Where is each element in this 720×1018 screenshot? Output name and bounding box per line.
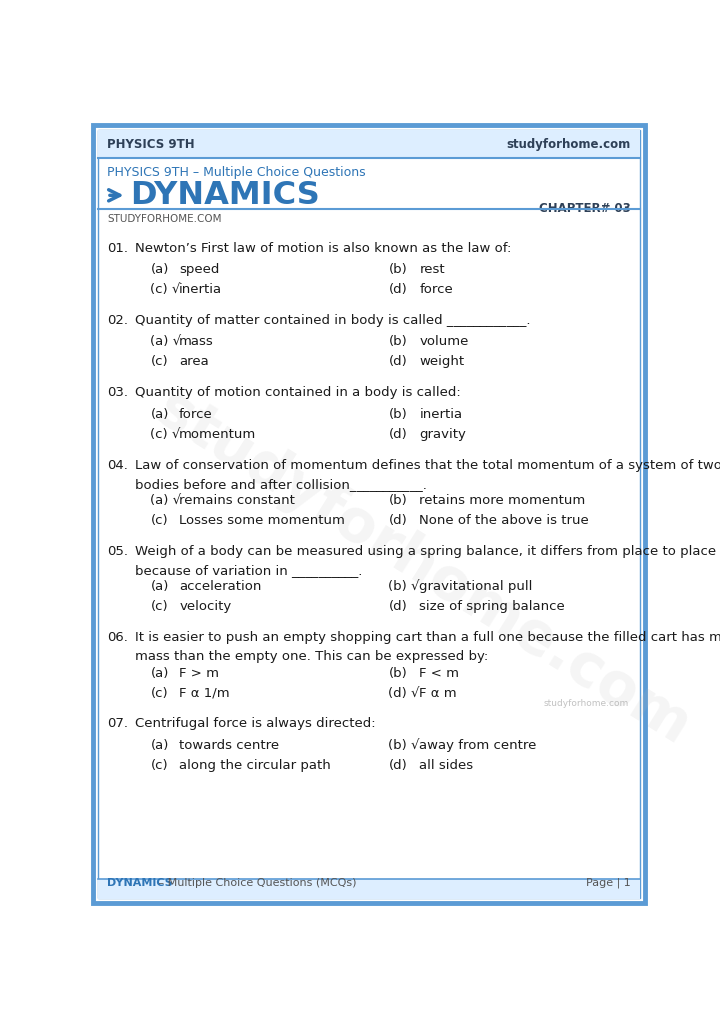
Text: (b) √: (b) √ — [388, 739, 420, 752]
Text: DYNAMICS: DYNAMICS — [130, 180, 320, 211]
Text: (b): (b) — [388, 263, 407, 276]
Text: (d): (d) — [388, 428, 407, 441]
Text: studyforhome.com: studyforhome.com — [544, 699, 629, 708]
Text: Law of conservation of momentum defines that the total momentum of a system of t: Law of conservation of momentum defines … — [135, 459, 720, 491]
Text: 06.: 06. — [107, 631, 128, 644]
Text: gravitational pull: gravitational pull — [419, 580, 533, 593]
Text: 01.: 01. — [107, 241, 128, 254]
Text: velocity: velocity — [179, 601, 231, 613]
Text: (d): (d) — [388, 514, 407, 527]
Text: retains more momentum: retains more momentum — [419, 494, 585, 507]
Text: (a): (a) — [150, 408, 168, 420]
Text: acceleration: acceleration — [179, 580, 261, 593]
Text: (c) √: (c) √ — [150, 428, 181, 441]
Text: size of spring balance: size of spring balance — [419, 601, 565, 613]
Text: PHYSICS 9TH: PHYSICS 9TH — [107, 138, 194, 151]
Text: momentum: momentum — [179, 428, 256, 441]
Text: (c): (c) — [150, 601, 168, 613]
Bar — [98, 130, 640, 159]
Text: (b): (b) — [388, 667, 407, 680]
Text: mass: mass — [179, 336, 214, 348]
Text: (a) √: (a) √ — [150, 494, 181, 507]
Text: weight: weight — [419, 355, 464, 369]
Text: volume: volume — [419, 336, 469, 348]
Text: rest: rest — [419, 263, 445, 276]
Text: (c): (c) — [150, 759, 168, 772]
Text: (c): (c) — [150, 686, 168, 699]
Text: Weigh of a body can be measured using a spring balance, it differs from place to: Weigh of a body can be measured using a … — [135, 545, 716, 577]
FancyBboxPatch shape — [98, 130, 640, 898]
Text: DYNAMICS: DYNAMICS — [107, 878, 173, 888]
Text: inertia: inertia — [419, 408, 462, 420]
Text: (a) √: (a) √ — [150, 336, 181, 348]
Text: (b): (b) — [388, 408, 407, 420]
Text: 03.: 03. — [107, 386, 128, 399]
Text: F > m: F > m — [179, 667, 219, 680]
Text: Centrifugal force is always directed:: Centrifugal force is always directed: — [135, 718, 376, 730]
Text: (a): (a) — [150, 580, 168, 593]
Text: inertia: inertia — [179, 283, 222, 296]
Text: None of the above is true: None of the above is true — [419, 514, 589, 527]
Text: (d): (d) — [388, 601, 407, 613]
Bar — [98, 880, 640, 899]
Text: studyforhome.com: studyforhome.com — [146, 381, 701, 756]
Text: Quantity of matter contained in body is called ____________.: Quantity of matter contained in body is … — [135, 314, 531, 327]
Text: remains constant: remains constant — [179, 494, 295, 507]
Text: towards centre: towards centre — [179, 739, 279, 752]
Text: F α m: F α m — [419, 686, 457, 699]
Text: speed: speed — [179, 263, 220, 276]
Text: It is easier to push an empty shopping cart than a full one because the filled c: It is easier to push an empty shopping c… — [135, 631, 720, 663]
Text: (a): (a) — [150, 739, 168, 752]
Text: (a): (a) — [150, 263, 168, 276]
Text: Losses some momentum: Losses some momentum — [179, 514, 345, 527]
Text: Newton’s First law of motion is also known as the law of:: Newton’s First law of motion is also kno… — [135, 241, 511, 254]
Text: Page | 1: Page | 1 — [586, 878, 631, 888]
Text: 05.: 05. — [107, 545, 128, 558]
Text: studyforhome.com: studyforhome.com — [507, 138, 631, 151]
Text: – Multiple Choice Questions (MCQs): – Multiple Choice Questions (MCQs) — [155, 878, 356, 888]
Text: 04.: 04. — [107, 459, 128, 471]
Text: force: force — [419, 283, 453, 296]
Text: away from centre: away from centre — [419, 739, 536, 752]
Text: (a): (a) — [150, 667, 168, 680]
Text: (d): (d) — [388, 759, 407, 772]
Text: (c) √: (c) √ — [150, 283, 181, 296]
Text: gravity: gravity — [419, 428, 467, 441]
Text: (b): (b) — [388, 336, 407, 348]
Text: force: force — [179, 408, 213, 420]
Text: CHAPTER# 03: CHAPTER# 03 — [539, 202, 631, 215]
Text: along the circular path: along the circular path — [179, 759, 331, 772]
Text: area: area — [179, 355, 209, 369]
Text: 02.: 02. — [107, 314, 128, 327]
Text: (c): (c) — [150, 355, 168, 369]
Text: all sides: all sides — [419, 759, 474, 772]
Text: (b) √: (b) √ — [388, 580, 420, 593]
FancyBboxPatch shape — [93, 125, 645, 903]
Text: F α 1/m: F α 1/m — [179, 686, 230, 699]
Text: (b): (b) — [388, 494, 407, 507]
Text: (d): (d) — [388, 355, 407, 369]
Text: F < m: F < m — [419, 667, 459, 680]
Text: Quantity of motion contained in a body is called:: Quantity of motion contained in a body i… — [135, 386, 461, 399]
Text: (d) √: (d) √ — [388, 686, 420, 699]
Text: (d): (d) — [388, 283, 407, 296]
Text: PHYSICS 9TH – Multiple Choice Questions: PHYSICS 9TH – Multiple Choice Questions — [107, 166, 366, 179]
Text: 07.: 07. — [107, 718, 128, 730]
Text: STUDYFORHOME.COM: STUDYFORHOME.COM — [107, 214, 222, 224]
Text: (c): (c) — [150, 514, 168, 527]
